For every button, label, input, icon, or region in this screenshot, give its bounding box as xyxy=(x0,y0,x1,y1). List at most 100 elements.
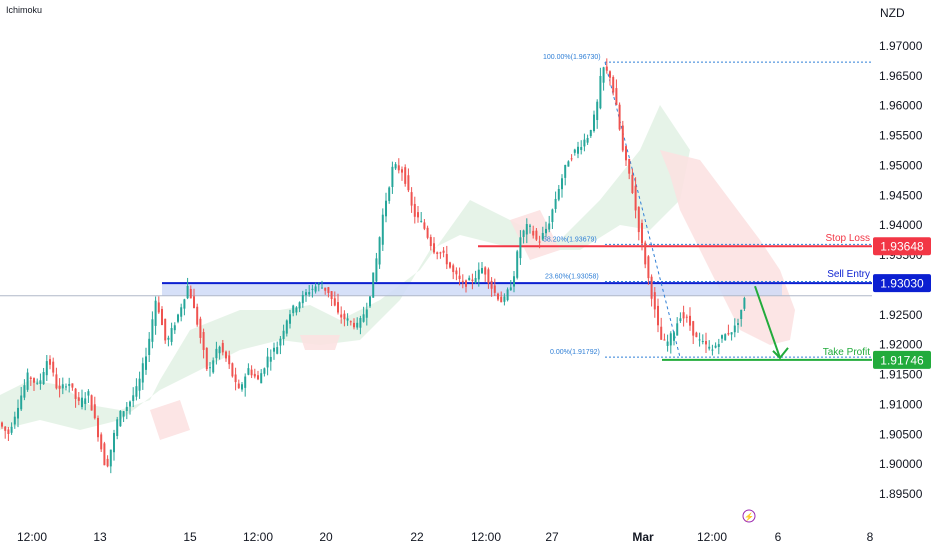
y-tick-2: 1.96000 xyxy=(879,99,923,113)
candle-body-54 xyxy=(173,325,176,331)
candle-body-84 xyxy=(269,356,272,362)
candle-body-34 xyxy=(109,449,112,467)
candle-body-32 xyxy=(103,443,106,466)
candle-body-19 xyxy=(61,384,64,389)
candle-body-61 xyxy=(196,306,199,325)
candle-body-147 xyxy=(471,279,474,281)
y-tick-12: 1.91000 xyxy=(879,397,923,411)
candle-body-105 xyxy=(337,302,339,313)
y-tick-14: 1.90000 xyxy=(879,457,923,471)
candle-body-199 xyxy=(637,207,640,233)
candle-body-39 xyxy=(125,406,128,411)
candle-body-148 xyxy=(474,278,477,283)
candle-body-103 xyxy=(330,291,333,299)
candle-body-72 xyxy=(231,363,234,377)
candle-body-55 xyxy=(177,314,179,322)
candle-body-106 xyxy=(340,314,343,318)
candle-body-44 xyxy=(141,363,144,383)
candle-body-144 xyxy=(461,280,464,282)
candle-body-168 xyxy=(538,241,541,243)
stop-loss-label: Stop Loss xyxy=(826,233,870,244)
candle-body-228 xyxy=(730,332,733,335)
candle-body-195 xyxy=(625,146,627,161)
candle-body-149 xyxy=(477,269,480,280)
candle-body-202 xyxy=(647,256,650,279)
candle-body-226 xyxy=(724,334,727,341)
candle-body-187 xyxy=(599,75,602,109)
candle-body-121 xyxy=(388,187,391,201)
take-profit-label: Take Profit xyxy=(823,347,870,358)
candle-body-76 xyxy=(244,376,247,388)
candle-body-139 xyxy=(445,254,448,265)
candle-body-23 xyxy=(74,388,77,399)
x-tick-4: 20 xyxy=(319,530,333,544)
candle-body-57 xyxy=(183,299,186,309)
candle-body-111 xyxy=(356,322,359,328)
candle-body-110 xyxy=(353,322,355,328)
candle-body-15 xyxy=(49,359,51,365)
candle-body-99 xyxy=(317,283,320,285)
candle-body-171 xyxy=(548,223,551,230)
candle-body-200 xyxy=(641,222,643,244)
candle-body-161 xyxy=(516,251,519,278)
candle-body-9 xyxy=(29,377,32,380)
candle-body-20 xyxy=(65,386,67,388)
candle-body-74 xyxy=(237,383,240,389)
candle-body-138 xyxy=(442,250,445,253)
candle-body-169 xyxy=(541,232,544,240)
fib-trendline xyxy=(604,61,681,358)
candle-body-1 xyxy=(4,426,7,431)
candle-body-58 xyxy=(186,286,189,299)
candle-body-174 xyxy=(557,188,560,200)
candle-body-230 xyxy=(737,323,739,325)
candle-body-134 xyxy=(429,236,432,247)
arrow-head xyxy=(772,347,789,360)
fib-label-0: 100.00%(1.96730) xyxy=(543,54,601,61)
candle-body-227 xyxy=(727,333,730,335)
candle-body-165 xyxy=(529,225,531,227)
candle-body-225 xyxy=(721,335,723,339)
candle-body-173 xyxy=(554,198,557,209)
candle-body-38 xyxy=(122,411,125,417)
candle-body-0 xyxy=(1,422,3,427)
candle-body-48 xyxy=(154,300,157,326)
candle-body-35 xyxy=(113,432,115,453)
candle-body-42 xyxy=(135,386,138,397)
candle-body-82 xyxy=(263,368,266,374)
candle-body-80 xyxy=(257,375,259,380)
candle-body-81 xyxy=(260,373,263,384)
candle-body-212 xyxy=(679,318,682,322)
cloud-bear-2 xyxy=(660,150,795,345)
candle-body-78 xyxy=(250,369,253,376)
candle-body-136 xyxy=(436,252,439,254)
candle-body-70 xyxy=(225,351,227,359)
candle-body-13 xyxy=(42,372,45,385)
candle-body-157 xyxy=(503,296,506,302)
candle-body-196 xyxy=(628,158,631,174)
y-tick-5: 1.94500 xyxy=(879,188,923,202)
candle-body-112 xyxy=(359,318,362,328)
candle-body-115 xyxy=(369,296,371,307)
candle-body-163 xyxy=(522,230,525,237)
candle-body-158 xyxy=(506,289,509,301)
take-profit-tag xyxy=(873,350,931,369)
candle-body-208 xyxy=(666,341,669,346)
candle-body-30 xyxy=(97,417,99,438)
candle-body-211 xyxy=(676,323,679,336)
candle-body-186 xyxy=(596,101,599,120)
candle-body-50 xyxy=(161,308,163,325)
candle-body-64 xyxy=(205,347,208,370)
candle-body-143 xyxy=(458,275,461,279)
candle-body-12 xyxy=(39,380,42,384)
projection-arrow xyxy=(754,285,789,360)
candle-body-231 xyxy=(740,309,743,320)
lightning-icon xyxy=(742,509,756,523)
candle-body-172 xyxy=(551,209,554,223)
candle-body-83 xyxy=(266,356,269,368)
candle-body-189 xyxy=(605,66,608,71)
candle-body-94 xyxy=(301,294,304,304)
candle-body-93 xyxy=(298,302,301,309)
candle-body-8 xyxy=(26,372,29,390)
x-tick-11: 8 xyxy=(867,530,874,544)
